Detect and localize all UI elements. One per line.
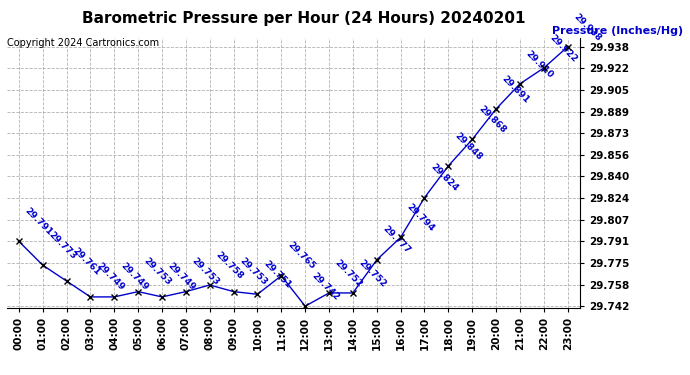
Text: 29.752: 29.752 xyxy=(357,258,388,289)
Text: 29.824: 29.824 xyxy=(428,162,460,194)
Text: 29.749: 29.749 xyxy=(119,261,150,293)
Text: Barometric Pressure per Hour (24 Hours) 20240201: Barometric Pressure per Hour (24 Hours) … xyxy=(82,11,525,26)
Text: 29.791: 29.791 xyxy=(23,206,54,237)
Text: 29.751: 29.751 xyxy=(262,259,293,290)
Text: 29.753: 29.753 xyxy=(190,256,221,288)
Text: 29.773: 29.773 xyxy=(47,230,78,261)
Text: 29.749: 29.749 xyxy=(95,261,126,293)
Text: 29.938: 29.938 xyxy=(572,12,603,43)
Text: 29.848: 29.848 xyxy=(453,131,484,162)
Text: 29.777: 29.777 xyxy=(381,225,412,256)
Text: Copyright 2024 Cartronics.com: Copyright 2024 Cartronics.com xyxy=(7,38,159,48)
Text: 29.758: 29.758 xyxy=(214,250,245,281)
Text: 29.742: 29.742 xyxy=(309,271,340,302)
Text: 29.868: 29.868 xyxy=(476,104,507,135)
Text: 29.922: 29.922 xyxy=(548,33,579,64)
Text: 29.752: 29.752 xyxy=(333,258,364,289)
Text: 29.910: 29.910 xyxy=(524,49,555,80)
Text: 29.794: 29.794 xyxy=(405,202,436,233)
Text: 29.753: 29.753 xyxy=(142,256,173,288)
Text: 29.761: 29.761 xyxy=(70,246,101,277)
Text: 29.753: 29.753 xyxy=(238,256,269,288)
Text: 29.749: 29.749 xyxy=(166,261,197,293)
Text: Pressure (Inches/Hg): Pressure (Inches/Hg) xyxy=(552,26,683,36)
Text: 29.891: 29.891 xyxy=(500,74,531,105)
Text: 29.765: 29.765 xyxy=(286,240,317,272)
